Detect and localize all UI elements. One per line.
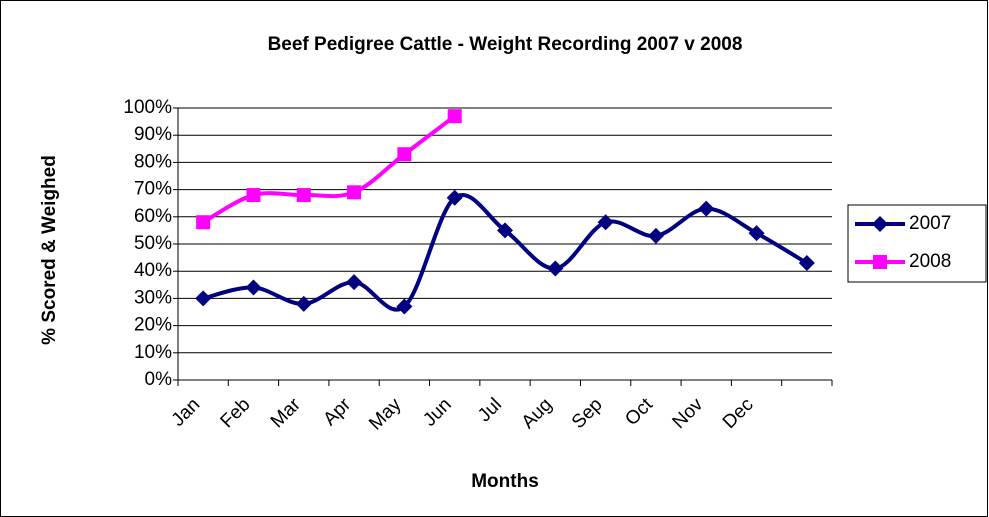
marker xyxy=(397,147,412,162)
marker xyxy=(347,185,362,200)
x-axis-label: Months xyxy=(471,471,539,492)
marker xyxy=(295,295,312,312)
y-tick-label: 90% xyxy=(134,124,172,145)
y-tick-label: 60% xyxy=(134,206,172,227)
y-tick-label: 0% xyxy=(145,369,173,390)
marker xyxy=(245,279,262,296)
y-tick-label: 40% xyxy=(134,260,172,281)
chart-title: Beef Pedigree Cattle - Weight Recording … xyxy=(268,34,743,55)
marker xyxy=(597,214,614,231)
marker xyxy=(447,109,462,124)
legend-label: 2007 xyxy=(909,213,951,234)
marker xyxy=(346,274,363,291)
marker xyxy=(872,216,888,232)
y-axis-label: % Scored & Weighed xyxy=(39,155,60,345)
marker xyxy=(748,225,765,242)
marker xyxy=(296,188,311,203)
y-tick-label: 30% xyxy=(134,287,172,308)
y-tick-label: 20% xyxy=(134,315,172,336)
y-tick-label: 50% xyxy=(134,233,172,254)
marker xyxy=(396,298,413,315)
y-tick-label: 100% xyxy=(123,97,172,118)
y-tick-label: 70% xyxy=(134,179,172,200)
marker xyxy=(698,200,715,217)
marker xyxy=(873,255,887,269)
marker xyxy=(196,215,211,230)
marker xyxy=(246,188,261,203)
marker xyxy=(647,227,664,244)
marker xyxy=(497,222,513,239)
marker xyxy=(798,255,815,272)
legend xyxy=(847,204,987,283)
y-tick-label: 10% xyxy=(134,342,172,363)
marker xyxy=(446,189,463,206)
y-tick-label: 80% xyxy=(134,151,172,172)
legend-label: 2008 xyxy=(909,251,951,272)
marker xyxy=(547,260,564,277)
marker xyxy=(195,290,212,307)
